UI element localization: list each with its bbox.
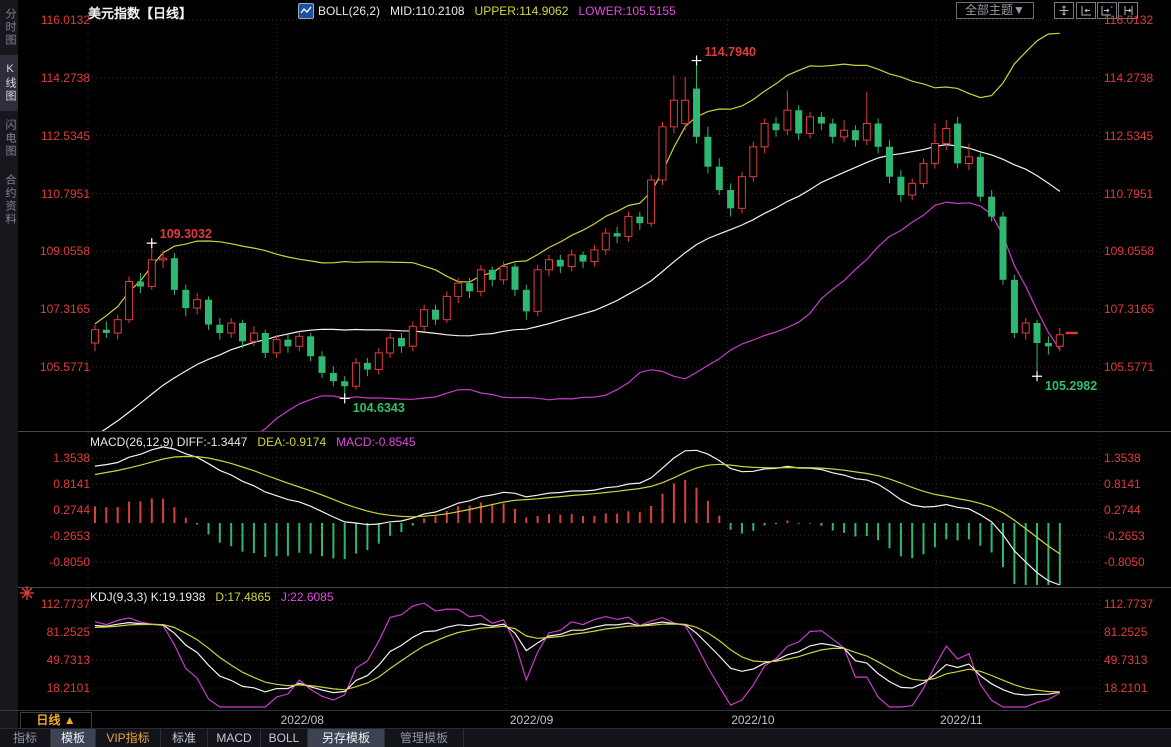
y-axis-label: 0.8141 xyxy=(53,476,90,491)
x-axis-month-label: 2022/09 xyxy=(509,713,554,727)
x-axis-month-label: 2022/11 xyxy=(940,713,983,727)
price-annotation-high: 114.7940 xyxy=(704,44,756,59)
indicator-icon xyxy=(298,3,314,19)
price-annotation-high: 109.3032 xyxy=(159,227,212,242)
y-axis-label: 109.0558 xyxy=(39,244,90,259)
theme-dropdown-button[interactable]: 全部主题▼ xyxy=(956,2,1034,19)
boll-name: BOLL(26,2) xyxy=(318,4,381,18)
boll-indicator-values: BOLL(26,2) MID:110.2108 UPPER:114.9062 LOWE… xyxy=(318,4,686,18)
toolbar-tab[interactable]: 管理模板 xyxy=(385,729,464,747)
y-axis-label: 114.2738 xyxy=(1104,70,1154,85)
price-annotation-low: 105.2982 xyxy=(1045,379,1098,394)
y-axis-label: 109.0558 xyxy=(1104,244,1155,259)
x-axis-row: 日线 ▲ 2022/08 2022/09 2022/10 2022/11 xyxy=(0,710,1171,729)
x-axis-month-label: 2022/10 xyxy=(731,713,775,727)
y-axis-label: 105.5771 xyxy=(1104,360,1155,374)
sidebar-item-tab[interactable]: 闪电图 xyxy=(4,119,16,158)
toolbar-tab[interactable]: VIP指标 xyxy=(96,729,161,747)
toolbar-tab[interactable]: 指标 xyxy=(0,729,51,747)
y-axis-label: 116.0132 xyxy=(40,13,90,27)
expand-right-icon[interactable] xyxy=(1118,2,1138,19)
y-axis-label: 107.3165 xyxy=(1104,302,1155,317)
y-axis-label: -0.8050 xyxy=(49,554,90,569)
crosshair-icon[interactable] xyxy=(1054,2,1074,19)
toolbar-tab[interactable]: BOLL xyxy=(261,729,308,747)
y-axis-label: -0.2653 xyxy=(49,528,90,543)
y-axis-label: 0.2744 xyxy=(53,502,90,517)
y-axis-label: 105.5771 xyxy=(39,360,90,374)
boll-lower-value: LOWER:105.5155 xyxy=(578,4,676,18)
y-axis-label: 49.7313 xyxy=(46,653,90,667)
y-axis-label: 112.5345 xyxy=(1104,128,1154,143)
y-axis-label: 1.3538 xyxy=(53,450,90,465)
chart-header: 美元指数【日线】 BOLL(26,2) MID:110.2108 UPPER:114… xyxy=(18,0,1171,21)
y-axis-label: 110.7951 xyxy=(1104,186,1154,201)
toolbar-tab[interactable]: 标准 xyxy=(161,729,208,747)
kdj-j-value: J:22.6085 xyxy=(280,590,334,604)
macd-title: MACD(26,12,9) xyxy=(90,435,174,449)
y-axis-label: 116.0132 xyxy=(1104,13,1154,27)
toolbar-tab[interactable]: 模板 xyxy=(51,729,96,747)
y-axis-label: 18.2101 xyxy=(1104,681,1148,695)
y-axis-label: 112.7737 xyxy=(40,597,90,612)
price-annotation-low: 104.6343 xyxy=(352,401,405,416)
boll-upper-value: UPPER:114.9062 xyxy=(474,4,569,18)
macd-dea-value: DEA:-0.9174 xyxy=(257,435,327,449)
y-axis-label: 18.2101 xyxy=(46,681,90,695)
toolbar-tab[interactable]: MACD xyxy=(208,729,261,747)
y-axis-label: 112.5345 xyxy=(40,128,90,143)
y-axis-label: 112.7737 xyxy=(1104,597,1154,612)
y-axis-label: -0.2653 xyxy=(1104,528,1145,543)
macd-pane-header: MACD(26,12,9) DIFF:-1.3447 DEA:-0.9174 MAC… xyxy=(90,435,416,449)
y-axis-label: 81.2525 xyxy=(46,625,90,640)
symbol-title: 美元指数【日线】 xyxy=(88,6,193,21)
boll-mid-value: MID:110.2108 xyxy=(390,4,465,18)
indicator-toolbar: 指标 模板 VIP指标 标准 MACD BOLL 另存模板 管理模板 xyxy=(0,728,1171,747)
macd-macd-value: MACD:-0.8545 xyxy=(336,435,416,449)
y-axis-label: -0.8050 xyxy=(1104,554,1145,569)
chart-type-sidebar: 分时图 K线图闪电图合约资料 xyxy=(0,0,18,728)
kdj-pane-header: KDJ(9,3,3) K:19.1938 D:17.4865 J:22.6085 xyxy=(90,590,334,604)
sidebar-item-active[interactable]: K线图 xyxy=(0,55,18,111)
kdj-k-value: K:19.1938 xyxy=(150,590,206,604)
y-axis-label: 107.3165 xyxy=(39,302,90,317)
period-selector[interactable]: 日线 ▲ xyxy=(20,712,92,729)
shift-left-icon[interactable] xyxy=(1076,2,1096,19)
y-axis-label: 49.7313 xyxy=(1104,653,1148,667)
y-axis-label: 81.2525 xyxy=(1104,625,1148,640)
alert-marker-icon[interactable] xyxy=(19,585,35,601)
x-axis-month-label: 2022/08 xyxy=(280,713,324,727)
sidebar-item-tab[interactable]: 合约资料 xyxy=(4,174,16,226)
kdj-d-value: D:17.4865 xyxy=(215,590,271,604)
sidebar-item-tab[interactable]: 分时图 xyxy=(4,8,16,47)
y-axis-label: 0.2744 xyxy=(1104,502,1141,517)
y-axis-label: 1.3538 xyxy=(1104,450,1141,465)
toolbar-tab[interactable]: 另存模板 xyxy=(308,729,385,747)
shift-right-icon[interactable] xyxy=(1097,2,1117,19)
kdj-title: KDJ(9,3,3) xyxy=(90,590,148,604)
macd-diff-value: DIFF:-1.3447 xyxy=(176,435,248,449)
y-axis-label: 110.7951 xyxy=(40,186,90,201)
y-axis-label: 0.8141 xyxy=(1104,476,1141,491)
y-axis-label: 114.2738 xyxy=(40,70,90,85)
